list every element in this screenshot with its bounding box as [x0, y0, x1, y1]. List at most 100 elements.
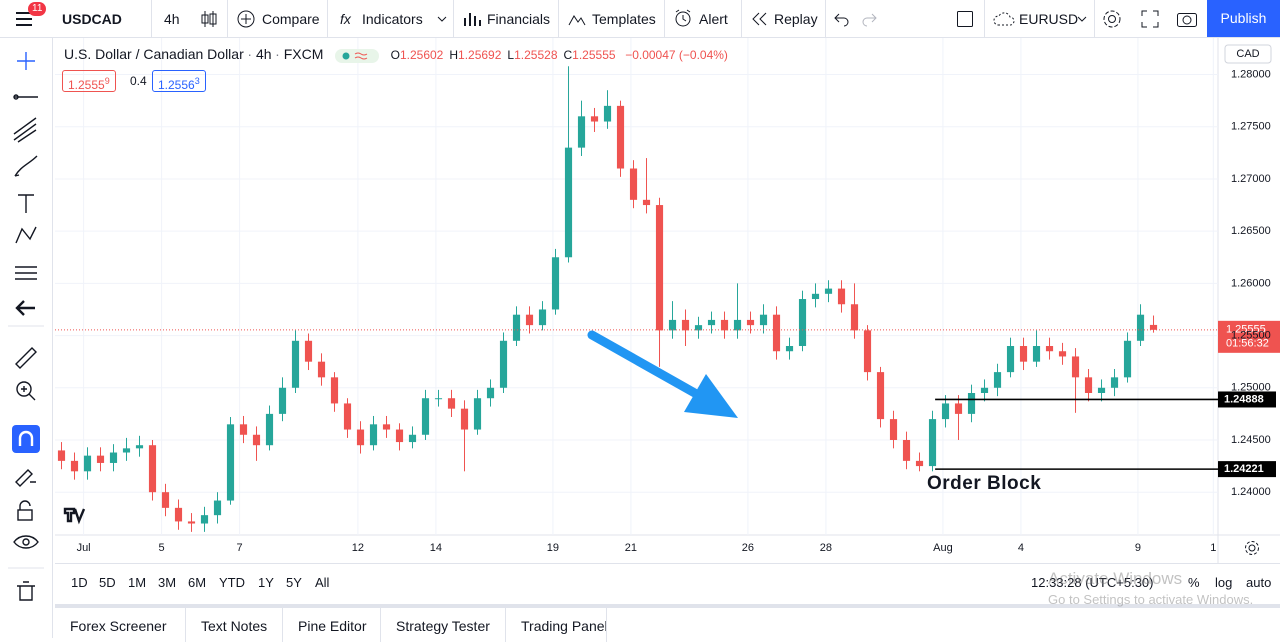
tab-separator: [185, 608, 186, 642]
financials[interactable]: Financials: [487, 11, 551, 27]
point: [13, 94, 19, 100]
scale-option[interactable]: log: [1215, 575, 1233, 590]
candle-body: [239, 424, 248, 435]
financials-icon[interactable]: [462, 9, 482, 29]
range-button[interactable]: 5Y: [286, 575, 302, 590]
pitchfork-tool[interactable]: [13, 117, 37, 143]
ohlc-value: 1.25602: [399, 48, 444, 62]
tab[interactable]: Forex Screener: [70, 618, 167, 634]
layout-icon[interactable]: [956, 10, 974, 28]
candle-body: [369, 424, 378, 446]
fib-tool[interactable]: [15, 266, 37, 280]
currency-box[interactable]: [1224, 44, 1272, 64]
currency[interactable]: CAD: [1236, 48, 1259, 60]
compare[interactable]: Compare: [262, 11, 320, 27]
y-tick-label: 1.26500: [1231, 225, 1271, 237]
candle-body: [733, 319, 742, 331]
ruler-tool[interactable]: [15, 347, 37, 369]
fullscreen-icon[interactable]: [1140, 9, 1160, 29]
alert-icon[interactable]: [673, 8, 693, 28]
compare-icon[interactable]: [236, 9, 256, 29]
settings-icon[interactable]: [1101, 8, 1123, 30]
magnet-tool[interactable]: [12, 425, 40, 453]
interval[interactable]: 4h: [164, 11, 180, 27]
tab[interactable]: Pine Editor: [298, 618, 367, 634]
indicators[interactable]: Indicators: [362, 11, 423, 27]
candle-body: [967, 393, 976, 414]
range-button[interactable]: 1M: [128, 575, 147, 590]
watermark-subtitle: Go to Settings to activate Windows.: [1048, 592, 1254, 607]
sell-box[interactable]: 1.25559: [62, 70, 116, 92]
ohlc-label: O: [390, 48, 400, 62]
indicators-icon[interactable]: fx: [340, 11, 351, 27]
redo-icon[interactable]: [860, 10, 878, 28]
x-tick-label: 14: [430, 542, 442, 554]
candle-body: [317, 361, 326, 378]
templates[interactable]: Templates: [592, 11, 656, 27]
x-tick-label: 19: [547, 542, 559, 554]
bid-price[interactable]: 1.2555: [68, 78, 105, 92]
candle-body: [1019, 346, 1028, 362]
undo-icon[interactable]: [833, 10, 851, 28]
candle-body: [694, 325, 703, 331]
candle-body: [603, 105, 612, 122]
y-tick-label: 1.26000: [1231, 277, 1271, 289]
ask-price[interactable]: 1.2556: [158, 78, 195, 92]
ohlc-label: H: [449, 48, 459, 62]
dropdown-icon[interactable]: [436, 14, 448, 24]
snapshot-icon[interactable]: [1176, 9, 1198, 29]
back-arrow[interactable]: [15, 300, 35, 316]
candle-body: [759, 314, 768, 326]
ohlc-value: 1.25692: [458, 48, 502, 62]
cloud-icon[interactable]: [992, 11, 1016, 27]
tab[interactable]: Text Notes: [201, 618, 268, 634]
layout-name[interactable]: EURUSD: [1019, 11, 1079, 27]
zoom-tool[interactable]: [16, 381, 32, 397]
range-button[interactable]: 1D: [71, 575, 88, 590]
last-price-label: 1.25555: [1226, 324, 1266, 336]
visibility-tool[interactable]: [13, 535, 39, 549]
range-button[interactable]: 3M: [158, 575, 177, 590]
crosshair-tool[interactable]: [17, 52, 35, 70]
pattern-tool[interactable]: [15, 226, 37, 244]
candle-body: [135, 445, 144, 449]
candle-body: [1149, 324, 1158, 330]
scale-option[interactable]: auto: [1246, 575, 1272, 590]
lock-draw-tool[interactable]: [15, 469, 36, 487]
dropdown-icon[interactable]: [1076, 14, 1088, 24]
range-button[interactable]: 5D: [99, 575, 116, 590]
bid-pip[interactable]: 9: [104, 76, 110, 86]
ask-pip[interactable]: 3: [194, 76, 200, 86]
y-tick-label: 1.28000: [1231, 68, 1271, 80]
candle-body: [954, 403, 963, 414]
candle-type-icon[interactable]: [200, 9, 218, 29]
range-button[interactable]: 1Y: [258, 575, 274, 590]
buy-box[interactable]: 1.25563: [152, 70, 206, 92]
tab[interactable]: Trading Panel: [521, 618, 608, 634]
trash-tool[interactable]: [17, 581, 35, 601]
brush-tool[interactable]: [14, 155, 38, 177]
range-button[interactable]: 6M: [188, 575, 207, 590]
symbol[interactable]: USDCAD: [62, 11, 122, 27]
x-tick-label: 7: [237, 542, 243, 554]
range-button[interactable]: All: [315, 575, 330, 590]
candle-body: [629, 168, 638, 200]
candle-body: [291, 340, 300, 388]
lock-tool[interactable]: [17, 509, 33, 521]
replay-icon[interactable]: [750, 10, 768, 28]
candle-body: [616, 105, 625, 169]
replay[interactable]: Replay: [774, 11, 818, 27]
scale-option[interactable]: %: [1188, 575, 1200, 590]
candle-body: [681, 319, 690, 331]
templates-icon[interactable]: [567, 9, 587, 29]
axis-settings[interactable]: [1245, 541, 1259, 555]
publish-button[interactable]: Publish: [1207, 0, 1280, 37]
bottom-tabs: Forex Screener Text Notes Pine Editor Strat…: [55, 604, 1280, 642]
tab[interactable]: Strategy Tester: [396, 618, 490, 634]
range-button[interactable]: YTD: [219, 575, 245, 590]
alert[interactable]: Alert: [699, 11, 728, 27]
text-tool[interactable]: [18, 194, 34, 213]
candle-body: [486, 387, 495, 399]
candle-body: [824, 288, 833, 294]
